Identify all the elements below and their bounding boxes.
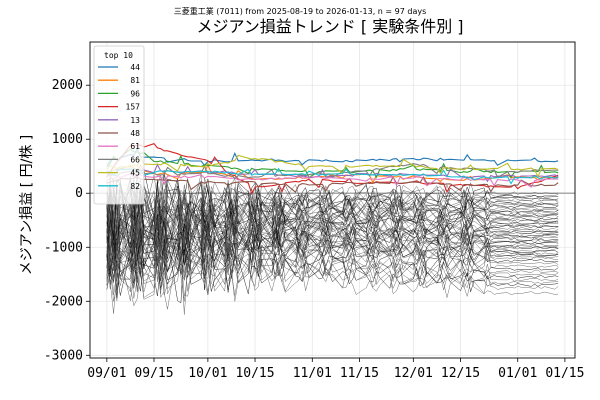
top-series-line-48 (106, 175, 559, 194)
other-series-line (106, 197, 559, 264)
top-series-line-44 (106, 147, 559, 167)
other-series-line (106, 206, 559, 272)
y-tick-label: -3000 (44, 348, 83, 363)
y-tick-label: -1000 (44, 240, 83, 255)
legend-label-66: 66 (130, 155, 140, 164)
legend-label-48: 48 (130, 129, 140, 138)
other-series-line (106, 174, 559, 241)
x-tick-label: 10/01 (188, 366, 227, 381)
other-series-line (106, 175, 559, 240)
other-series-line (106, 168, 559, 240)
other-series-line (106, 237, 559, 302)
other-series-line (106, 248, 559, 315)
top-series-line-96 (106, 148, 559, 179)
plot-frame (89, 41, 576, 359)
legend-title: top 10 (104, 51, 133, 60)
other-series-line (106, 190, 559, 259)
other-series-line (106, 194, 559, 277)
top-series-line-45 (106, 154, 559, 179)
y-tick-label: 2000 (52, 78, 83, 93)
other-series-line (106, 183, 559, 262)
other-series-line (106, 229, 559, 282)
other-series-line (106, 180, 559, 246)
y-tick-label: 1000 (52, 132, 83, 147)
other-series-line (106, 231, 559, 297)
y-tick-label: 0 (75, 186, 83, 201)
other-series-line (106, 178, 559, 257)
other-series-group (106, 168, 559, 315)
other-series-line (106, 235, 559, 299)
x-tick-label: 11/15 (340, 366, 379, 381)
legend-label-96: 96 (130, 89, 140, 98)
top-series-group (106, 143, 559, 196)
axes: -3000 -2000 -1000 0 1000 2000 09/01 09/15 10/01 1… (44, 41, 584, 381)
other-series-line (106, 213, 559, 279)
other-series-line (106, 219, 559, 299)
x-tick-label: 09/15 (134, 366, 173, 381)
y-axis-label: メジアン損益 [ 円/株 ] (19, 135, 35, 275)
legend-label-81: 81 (130, 76, 140, 85)
top-series-line-82 (106, 167, 559, 185)
legend-label-13: 13 (130, 116, 140, 125)
chart-supertitle: 三菱重工業 (7011) from 2025-08-19 to 2026-01-… (174, 6, 427, 16)
legend-label-61: 61 (130, 142, 140, 151)
y-tick-label: -2000 (44, 294, 83, 309)
x-tick-label: 11/01 (293, 366, 332, 381)
x-tick-label: 12/15 (441, 366, 480, 381)
x-tick-label: 01/15 (545, 366, 584, 381)
legend: top 10 44 81 96 157 13 48 61 66 45 82 (93, 45, 145, 205)
legend-label-157: 157 (126, 103, 141, 112)
legend-label-44: 44 (130, 63, 140, 72)
legend-label-45: 45 (130, 169, 140, 178)
legend-box (93, 45, 145, 205)
legend-label-82: 82 (130, 182, 140, 191)
other-series-line (106, 217, 559, 301)
x-tick-label: 10/15 (235, 366, 274, 381)
x-tick-label: 01/01 (498, 366, 537, 381)
other-series-line (106, 169, 559, 241)
top-series-line-157 (106, 143, 559, 196)
x-tick-label: 12/01 (394, 366, 433, 381)
top-series-line-61 (106, 173, 559, 188)
x-tick-label: 09/01 (87, 366, 126, 381)
chart-title: メジアン損益トレンド [ 実験条件別 ] (196, 17, 463, 36)
